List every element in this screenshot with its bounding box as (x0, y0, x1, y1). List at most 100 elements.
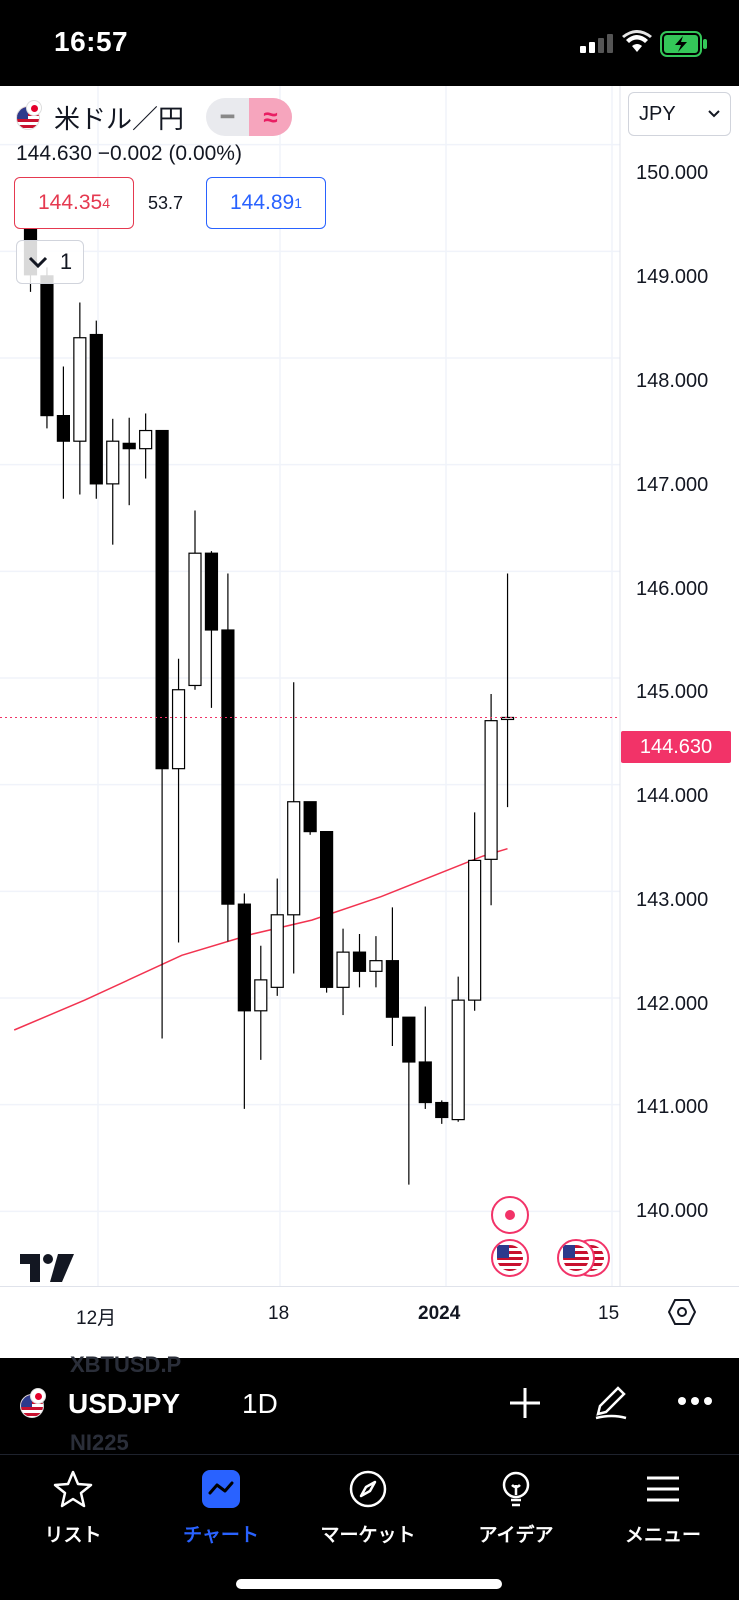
nav-label: アイデア (478, 1524, 554, 1546)
compass-icon (349, 1470, 387, 1508)
chart-mode-toggle[interactable]: ━ ≈ (206, 98, 293, 136)
candle (287, 682, 301, 974)
candle (320, 830, 334, 993)
candle-body (204, 552, 219, 631)
candle-body (468, 859, 482, 1001)
chart-area[interactable]: 米ドル／円 ━ ≈ 144.630 −0.002 (0.00%) 144.35 4… (0, 86, 739, 1358)
nav-label: チャート (183, 1524, 259, 1546)
menu-icon (647, 1476, 679, 1502)
symbol-header[interactable]: 米ドル／円 ━ ≈ (16, 98, 293, 136)
x-tick-label: 12月 (76, 1308, 117, 1329)
x-tick-label: 15 (598, 1303, 620, 1324)
candle (484, 694, 498, 906)
buy-button[interactable]: 144.89 1 (206, 177, 326, 229)
candle (40, 267, 54, 429)
candle-body (221, 629, 235, 905)
spread-value: 53.7 (148, 193, 184, 213)
x-tick-label: 18 (268, 1303, 290, 1324)
approx-icon[interactable]: ≈ (249, 98, 293, 136)
last-price: 144.630 (16, 142, 92, 165)
candle-body (303, 801, 317, 833)
add-icon[interactable] (508, 1386, 542, 1420)
currency-value: JPY (639, 102, 676, 125)
sell-button[interactable]: 144.35 4 (14, 177, 134, 229)
y-tick-label: 143.000 (636, 889, 709, 911)
candle-body (500, 716, 515, 721)
chevron-down-icon (28, 256, 47, 269)
us-flag-icon[interactable] (491, 1239, 529, 1277)
y-tick-label: 142.000 (636, 993, 709, 1015)
candle (336, 928, 350, 1016)
status-time: 16:57 (54, 26, 129, 57)
symbol-toolbar: XBTUSD.P NI225 USDJPY 1D (0, 1352, 739, 1455)
candle-body (352, 951, 367, 972)
candle (254, 945, 268, 1060)
chevron-down-icon (708, 110, 720, 118)
symbol-search-button[interactable]: USDJPY (68, 1388, 181, 1419)
battery-charging-icon (660, 31, 707, 57)
indicator-count: 1 (59, 249, 73, 274)
ask-price-pip: 1 (294, 195, 303, 211)
nav-watchlist[interactable]: リスト (13, 1469, 133, 1547)
candle-body (418, 1061, 432, 1104)
home-indicator (236, 1579, 502, 1589)
ask-price: 144.89 (229, 191, 295, 214)
bid-price: 144.35 (37, 191, 103, 214)
chart-settings-icon[interactable] (668, 1299, 696, 1325)
nav-chart[interactable]: チャート (161, 1469, 281, 1547)
y-tick-label: 144.000 (636, 785, 709, 807)
candle (451, 976, 465, 1122)
candle (139, 413, 153, 479)
chart-canvas[interactable] (0, 86, 739, 1286)
candle-body (385, 960, 399, 1018)
tradingview-logo-icon (20, 1254, 74, 1282)
minus-icon[interactable]: ━ (220, 104, 235, 129)
candle-body (369, 960, 383, 972)
chart-icon (202, 1470, 240, 1508)
y-tick-label: 150.000 (636, 162, 709, 184)
y-tick-label: 145.000 (636, 681, 709, 703)
us-flag-icon[interactable] (557, 1239, 595, 1277)
price-change: −0.002 (97, 142, 163, 165)
record-dot-icon[interactable] (491, 1196, 529, 1234)
nav-ideas[interactable]: アイデア (456, 1469, 576, 1547)
y-tick-label: 140.000 (636, 1200, 709, 1222)
candle (221, 573, 235, 942)
interval-button[interactable]: 1D (242, 1388, 278, 1419)
currency-select[interactable]: JPY (628, 92, 731, 136)
status-bar: 16:57 (0, 0, 739, 86)
candle (303, 801, 317, 835)
indicator-collapse-button[interactable]: 1 (16, 240, 84, 284)
candle-body (106, 440, 120, 485)
us-flag-icon (16, 100, 44, 134)
chart-grid (0, 86, 620, 1286)
candle (155, 429, 169, 1039)
wifi-icon (622, 30, 652, 52)
bid-price-pip: 4 (102, 195, 111, 211)
y-tick-label: 147.000 (636, 474, 709, 496)
bottom-nav: リスト チャート マーケット アイデア メニュー (0, 1454, 739, 1600)
candle (352, 934, 367, 988)
nav-label: マーケット (320, 1524, 416, 1546)
candle (122, 417, 136, 506)
y-tick-label: 141.000 (636, 1096, 709, 1118)
y-tick-label: 148.000 (636, 370, 709, 392)
candle (237, 893, 251, 1109)
candle-body (89, 333, 103, 485)
drawing-pen-icon[interactable] (592, 1384, 630, 1422)
lightbulb-icon (502, 1471, 530, 1507)
candle (204, 551, 219, 708)
time-axis[interactable]: 12月 18 2024 15 (0, 1286, 739, 1336)
candle-body (171, 689, 186, 770)
y-tick-label: 149.000 (636, 266, 709, 288)
candle (402, 1016, 416, 1185)
cellular-signal-icon (580, 34, 613, 53)
candle-body (254, 979, 268, 1012)
nav-menu[interactable]: メニュー (603, 1469, 723, 1547)
candle-body (435, 1101, 449, 1119)
more-icon[interactable] (678, 1396, 712, 1406)
nav-markets[interactable]: マーケット (308, 1469, 428, 1547)
candle (56, 366, 71, 499)
current-price-tag: 144.630 (621, 731, 731, 763)
ghost-symbol-bottom: NI225 (70, 1430, 129, 1455)
